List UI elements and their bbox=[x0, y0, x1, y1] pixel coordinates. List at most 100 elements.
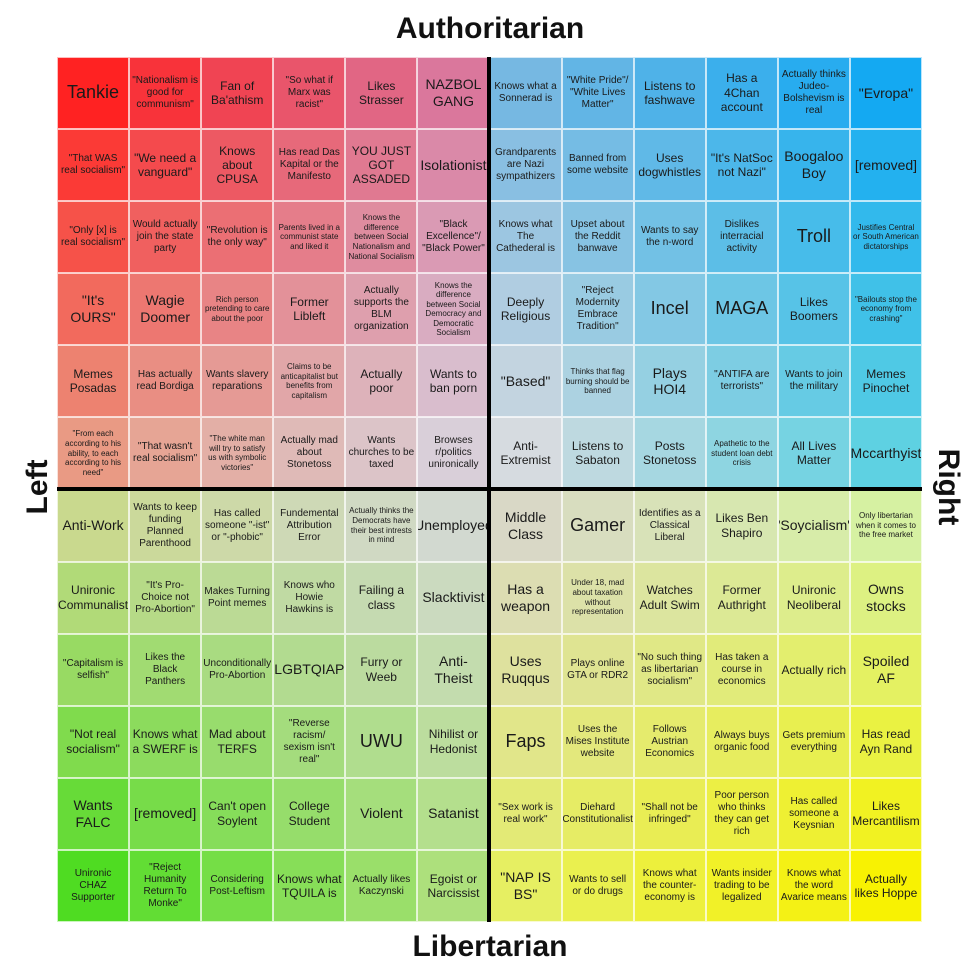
compass-cell: Violent bbox=[345, 777, 418, 850]
compass-cell: Wagie Doomer bbox=[129, 273, 202, 346]
compass-cell: Unironic CHAZ Supporter bbox=[57, 849, 130, 922]
compass-cell: Tankie bbox=[57, 57, 130, 130]
compass-cell: Wants slavery reparations bbox=[201, 345, 274, 418]
compass-cell: Posts Stonetoss bbox=[633, 417, 706, 490]
compass-cell: Actually mad about Stonetoss bbox=[273, 417, 346, 490]
compass-cell: Watches Adult Swim bbox=[633, 561, 706, 634]
compass-cell: "Soycialism" bbox=[777, 489, 850, 562]
compass-cell: "Not real socialism" bbox=[57, 705, 130, 778]
compass-cell: Knows what TQUILA is bbox=[273, 849, 346, 922]
compass-cell: Parents lived in a communist state and l… bbox=[273, 201, 346, 274]
compass-cell: Unconditionally Pro-Abortion bbox=[201, 633, 274, 706]
compass-cell: Browses r/politics unironically bbox=[417, 417, 490, 490]
compass-cell: Knows what a SWERF is bbox=[129, 705, 202, 778]
compass-cell: [removed] bbox=[129, 777, 202, 850]
compass-cell: "No such thing as libertarian socialism" bbox=[633, 633, 706, 706]
compass-cell: [removed] bbox=[849, 129, 922, 202]
compass-cell: "It's NatSoc not Nazi" bbox=[705, 129, 778, 202]
compass-cell: "Reject Humanity Return To Monke" bbox=[129, 849, 202, 922]
compass-cell: Claims to be anticapitalist but benefits… bbox=[273, 345, 346, 418]
compass-cell: NAZBOL GANG bbox=[417, 57, 490, 130]
compass-cell: Has taken a course in economics bbox=[705, 633, 778, 706]
compass-cell: "It's Pro-Choice not Pro-Abortion" bbox=[129, 561, 202, 634]
axis-label-bottom: Libertarian bbox=[412, 930, 568, 963]
compass-cell: Knows who Howie Hawkins is bbox=[273, 561, 346, 634]
compass-cell: Troll bbox=[777, 201, 850, 274]
compass-cell: Faps bbox=[489, 705, 562, 778]
compass-cell: Slacktivist bbox=[417, 561, 490, 634]
compass-cell: "Black Excellence"/ "Black Power" bbox=[417, 201, 490, 274]
compass-cell: Likes Strasser bbox=[345, 57, 418, 130]
compass-cell: Likes the Black Panthers bbox=[129, 633, 202, 706]
compass-cell: Anti-Extremist bbox=[489, 417, 562, 490]
compass-cell: "NAP IS BS" bbox=[489, 849, 562, 922]
compass-cell: Thinks that flag burning should be banne… bbox=[561, 345, 634, 418]
compass-cell: Uses the Mises Institute website bbox=[561, 705, 634, 778]
compass-cell: "Evropa" bbox=[849, 57, 922, 130]
compass-cell: Knows what the counter-economy is bbox=[633, 849, 706, 922]
compass-cell: MAGA bbox=[705, 273, 778, 346]
compass-cell: Memes Pinochet bbox=[849, 345, 922, 418]
compass-cell: Fan of Ba'athism bbox=[201, 57, 274, 130]
compass-cell: Unironic Communalist bbox=[57, 561, 130, 634]
compass-cell: Would actually join the state party bbox=[129, 201, 202, 274]
axis-label-left: Left bbox=[21, 459, 54, 515]
compass-cell: "Reverse racism/ sexism isn't real" bbox=[273, 705, 346, 778]
compass-cell: UWU bbox=[345, 705, 418, 778]
compass-cell: Wants FALC bbox=[57, 777, 130, 850]
compass-cell: "Based" bbox=[489, 345, 562, 418]
compass-cell: Only libertarian when it comes to the fr… bbox=[849, 489, 922, 562]
compass-cell: Has called someone "-ist" or "-phobic" bbox=[201, 489, 274, 562]
compass-cell: Owns stocks bbox=[849, 561, 922, 634]
compass-cell: "So what if Marx was racist" bbox=[273, 57, 346, 130]
compass-cell: Memes Posadas bbox=[57, 345, 130, 418]
compass-cell: Knows what the word Avarice means bbox=[777, 849, 850, 922]
compass-cell: Wants to say the n-word bbox=[633, 201, 706, 274]
compass-cell: Actually likes Kaczynski bbox=[345, 849, 418, 922]
compass-cell: Isolationist bbox=[417, 129, 490, 202]
compass-cell: "Only [x] is real socialism" bbox=[57, 201, 130, 274]
compass-cell: Likes Mercantilism bbox=[849, 777, 922, 850]
compass-cell: Has a 4Chan account bbox=[705, 57, 778, 130]
compass-cell: Has read Das Kapital or the Manifesto bbox=[273, 129, 346, 202]
compass-cell: Boogaloo Boy bbox=[777, 129, 850, 202]
compass-cell: Follows Austrian Economics bbox=[633, 705, 706, 778]
compass-cell: Mad about TERFS bbox=[201, 705, 274, 778]
compass-cell: Actually supports the BLM organization bbox=[345, 273, 418, 346]
compass-grid: Actually likes Hoppe Knows what the word … bbox=[57, 57, 922, 922]
compass-cell: "Nationalism is good for communism" bbox=[129, 57, 202, 130]
compass-cell: Makes Turning Point memes bbox=[201, 561, 274, 634]
compass-cell: Unironic Neoliberal bbox=[777, 561, 850, 634]
compass-cell: Gamer bbox=[561, 489, 634, 562]
compass-cell: "Reject Modernity Embrace Tradition" bbox=[561, 273, 634, 346]
compass-cell: Anti-Work bbox=[57, 489, 130, 562]
compass-cell: Former Libleft bbox=[273, 273, 346, 346]
compass-cell: Satanist bbox=[417, 777, 490, 850]
compass-cell: LGBTQIAP bbox=[273, 633, 346, 706]
compass-cell: Failing a class bbox=[345, 561, 418, 634]
compass-cell: Diehard Constitutionalist bbox=[561, 777, 634, 850]
compass-cell: "From each according to his ability, to … bbox=[57, 417, 130, 490]
compass-cell: Incel bbox=[633, 273, 706, 346]
compass-cell: Grandparents are Nazi sympathizers bbox=[489, 129, 562, 202]
compass-cell: Unemployed bbox=[417, 489, 490, 562]
compass-cell: "We need a vanguard" bbox=[129, 129, 202, 202]
compass-cell: Middle Class bbox=[489, 489, 562, 562]
compass-cell: Has read Ayn Rand bbox=[849, 705, 922, 778]
compass-cell: Knows what The Cathederal is bbox=[489, 201, 562, 274]
compass-cell: "White Pride"/ "White Lives Matter" bbox=[561, 57, 634, 130]
compass-cell: Considering Post-Leftism bbox=[201, 849, 274, 922]
compass-cell: All Lives Matter bbox=[777, 417, 850, 490]
compass-cell: Plays online GTA or RDR2 bbox=[561, 633, 634, 706]
compass-cell: Listens to Sabaton bbox=[561, 417, 634, 490]
axis-label-top: Authoritarian bbox=[395, 12, 585, 45]
compass-cell: Always buys organic food bbox=[705, 705, 778, 778]
compass-cell: Uses Ruqqus bbox=[489, 633, 562, 706]
compass-cell: Has actually read Bordiga bbox=[129, 345, 202, 418]
compass-cell: "The white man will try to satisfy us wi… bbox=[201, 417, 274, 490]
compass-cell: Can't open Soylent bbox=[201, 777, 274, 850]
compass-cell: Plays HOI4 bbox=[633, 345, 706, 418]
compass-cell: Actually likes Hoppe bbox=[849, 849, 922, 922]
compass-cell: "Bailouts stop the economy from crashing… bbox=[849, 273, 922, 346]
